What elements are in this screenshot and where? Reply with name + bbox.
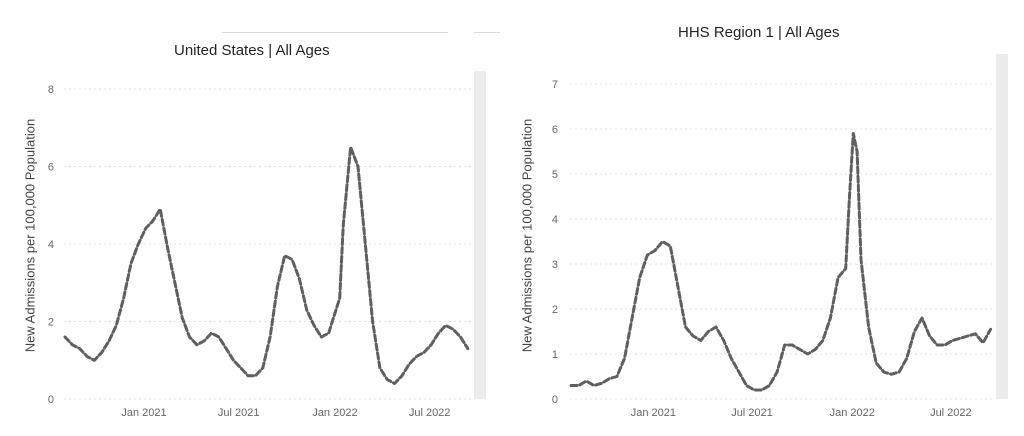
chart-us: 0 2 4 6 8 Jan 2021 Jul 2021 Jan 2022 Jul 2022 bbox=[48, 71, 486, 419]
y-tick-label: 4 bbox=[552, 214, 558, 226]
y-tick-label: 0 bbox=[48, 394, 54, 406]
y-tick-label: 6 bbox=[552, 124, 558, 136]
divider-line bbox=[474, 32, 500, 33]
chart-title: HHS Region 1 | All Ages bbox=[678, 24, 840, 41]
y-tick-label: 7 bbox=[552, 79, 558, 91]
y-tick-label: 2 bbox=[48, 317, 54, 329]
series-line bbox=[63, 145, 470, 385]
x-tick-label: Jul 2022 bbox=[409, 407, 451, 419]
x-tick-label: Jul 2022 bbox=[930, 407, 972, 419]
x-tick-label: Jan 2022 bbox=[312, 407, 357, 419]
y-tick-label: 1 bbox=[552, 349, 558, 361]
y-tick-label: 0 bbox=[552, 394, 558, 406]
x-tick-label: Jul 2021 bbox=[218, 407, 260, 419]
chart-panel-hhs-region-1: HHS Region 1 | All Ages New Admissions p… bbox=[505, 0, 1024, 436]
series-line bbox=[569, 132, 993, 392]
y-tick-label: 6 bbox=[48, 162, 54, 174]
chart-panel-united-states: United States | All Ages New Admissions … bbox=[0, 0, 500, 436]
scrollbar-track bbox=[474, 71, 486, 399]
y-tick-label: 2 bbox=[552, 304, 558, 316]
x-tick-label: Jul 2021 bbox=[731, 407, 773, 419]
divider-line bbox=[222, 32, 448, 33]
chart-hhs-region-1: 0 1 2 3 4 5 6 7 Jan 2021 Jul 2021 Jan 2022 Jul 2022 bbox=[552, 54, 1008, 419]
y-tick-label: 4 bbox=[48, 239, 54, 251]
y-tick-label: 5 bbox=[552, 169, 558, 181]
y-tick-label: 8 bbox=[48, 84, 54, 96]
x-tick-label: Jan 2021 bbox=[631, 407, 676, 419]
y-tick-label: 3 bbox=[552, 259, 558, 271]
scrollbar-track bbox=[996, 54, 1008, 399]
x-tick-label: Jan 2022 bbox=[830, 407, 875, 419]
x-tick-label: Jan 2021 bbox=[121, 407, 166, 419]
chart-title: United States | All Ages bbox=[174, 42, 330, 59]
